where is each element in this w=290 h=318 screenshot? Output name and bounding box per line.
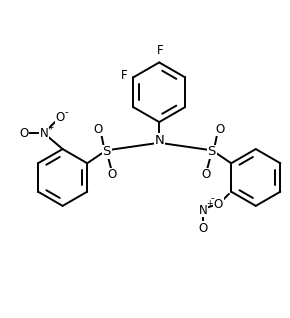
Text: O: O <box>202 168 211 181</box>
Text: O: O <box>214 198 223 211</box>
Text: +: + <box>206 199 212 208</box>
Text: O: O <box>20 127 29 140</box>
Text: -: - <box>64 107 68 117</box>
Text: N: N <box>154 134 164 147</box>
Text: F: F <box>157 44 164 57</box>
Text: +: + <box>47 123 54 132</box>
Text: N: N <box>40 127 48 140</box>
Text: O: O <box>216 123 225 136</box>
Text: O: O <box>108 168 117 181</box>
Text: S: S <box>208 145 216 158</box>
Text: O: O <box>55 111 64 124</box>
Text: O: O <box>198 222 207 235</box>
Text: S: S <box>102 145 111 158</box>
Text: -: - <box>211 193 215 203</box>
Text: O: O <box>93 123 103 136</box>
Text: N: N <box>198 204 207 217</box>
Text: F: F <box>121 69 127 82</box>
